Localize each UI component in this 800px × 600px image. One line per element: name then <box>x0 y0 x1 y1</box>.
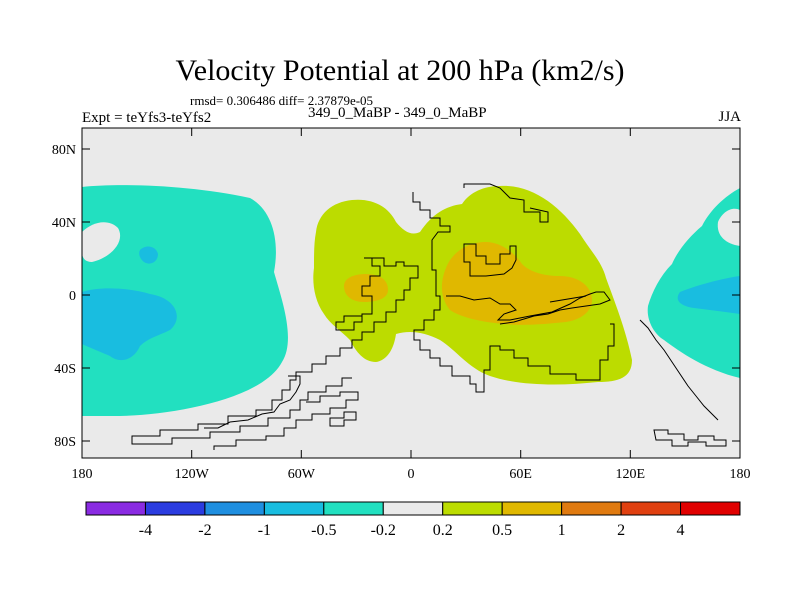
coastline-antarctica-small <box>329 411 357 427</box>
contour-pos-mid-asia <box>441 242 592 325</box>
lon-label-0: 0 <box>408 467 415 482</box>
colorbar-label: -0.5 <box>311 522 336 539</box>
lon-label-60w: 60W <box>288 467 316 482</box>
contour-pos-mid-atlantic <box>344 274 388 302</box>
lat-label-40n: 40N <box>52 216 76 231</box>
contour-neg-west-outer <box>82 185 288 416</box>
lon-label-180w: 180 <box>72 467 93 482</box>
colorbar-label: 0.2 <box>433 522 453 539</box>
coastline-asia-south <box>463 243 517 277</box>
case-label: 349_0_MaBP - 349_0_MaBP <box>308 105 487 121</box>
colorbar-swatch <box>382 501 444 516</box>
colorbar-swatch <box>620 501 682 516</box>
colorbar-swatch <box>561 501 622 516</box>
contour-neg-west-small <box>139 246 158 264</box>
colorbar-label: -2 <box>198 522 211 539</box>
lat-label-40s: 40S <box>54 362 76 377</box>
season-label: JJA <box>718 109 741 125</box>
lat-label-0: 0 <box>69 289 76 304</box>
coastline-americas-east <box>131 257 419 445</box>
coastlines <box>131 183 727 450</box>
lon-label-180e: 180 <box>730 467 751 482</box>
lon-label-120w: 120W <box>175 467 210 482</box>
lon-axis <box>81 128 741 458</box>
contour-neg-east-outer <box>647 188 740 378</box>
stats-label: rmsd= 0.306486 diff= 2.37879e-05 <box>190 93 374 108</box>
coastline-antarctica-east <box>653 429 727 447</box>
colorbar-label: 1 <box>558 522 566 539</box>
coastline-arabia-india <box>446 291 611 325</box>
coastline-indochina <box>549 295 587 303</box>
plot-title: Velocity Potential at 200 hPa (km2/s) <box>175 54 625 87</box>
colorbar-swatch <box>263 501 325 516</box>
colorbar-swatch <box>144 501 206 516</box>
colorbar-swatch <box>501 501 563 516</box>
coastline-africa-europe <box>412 192 615 393</box>
colorbar-swatch <box>204 501 265 516</box>
coastline-americas-south-curve <box>204 375 301 429</box>
coastline-antarctic-peninsula <box>213 391 359 450</box>
colorbar-swatch <box>680 501 741 516</box>
lat-label-80s: 80S <box>54 435 76 450</box>
coastline-asia <box>463 183 549 223</box>
contour-neg-east-mid <box>677 276 740 314</box>
colorbar-label: 0.5 <box>492 522 512 539</box>
colorbar-swatch <box>85 501 146 516</box>
contour-neg-east-inset <box>717 208 740 246</box>
colorbar-swatch <box>323 501 384 516</box>
colorbar: -4 -2 -1 -0.5 -0.2 0.2 0.5 1 2 4 <box>85 501 741 539</box>
contour-neg-west-inset <box>82 222 121 262</box>
coastline-east-pacific <box>639 319 719 421</box>
colorbar-label: -1 <box>258 522 271 539</box>
lon-label-60e: 60E <box>509 467 532 482</box>
coastline-americas-north <box>335 257 381 331</box>
experiment-label: Expt = teYfs3-teYfs2 <box>82 110 212 126</box>
lat-label-80n: 80N <box>52 143 76 158</box>
lon-label-120e: 120E <box>616 467 646 482</box>
lat-axis <box>82 148 740 442</box>
colorbar-label: 2 <box>617 522 625 539</box>
colorbar-swatch <box>442 501 503 516</box>
colorbar-label: -4 <box>139 522 152 539</box>
colorbar-label: 4 <box>677 522 685 539</box>
contour-neg-west-mid <box>82 288 177 361</box>
contour-fills <box>82 185 740 416</box>
colorbar-label: -0.2 <box>371 522 396 539</box>
